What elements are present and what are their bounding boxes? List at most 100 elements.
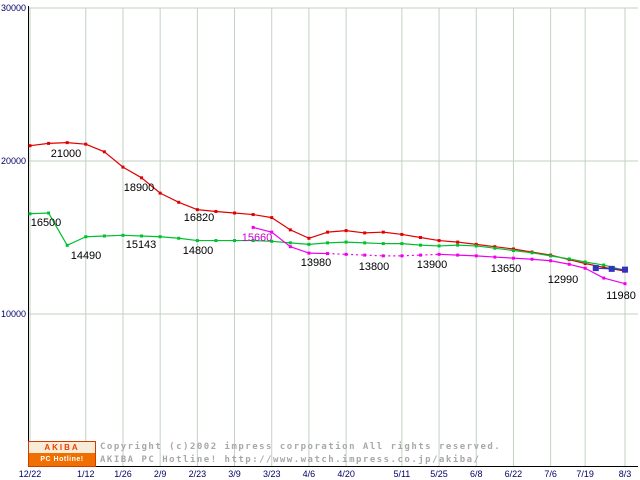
series-green-marker [195, 239, 199, 243]
series-magenta-marker [567, 262, 571, 266]
series-green-segment [550, 255, 570, 260]
series-red-marker [456, 240, 460, 244]
series-magenta-segment [457, 254, 477, 257]
series-green-marker [307, 242, 311, 246]
series-red-marker [121, 165, 125, 169]
series-green-segment [327, 241, 347, 244]
series-red-segment [197, 209, 216, 213]
series-red-marker [474, 242, 478, 246]
point-label: 12990 [548, 274, 579, 286]
series-green-marker [363, 241, 367, 245]
series-blue-marker [592, 265, 599, 272]
series-red-marker [28, 144, 32, 148]
x-tick-label: 1/26 [114, 469, 132, 479]
series-blue-marker [622, 266, 628, 273]
series-green-marker [214, 239, 218, 243]
series-green-marker [530, 251, 534, 255]
series-green-segment [346, 241, 365, 244]
series-red-segment [401, 233, 421, 239]
series-red-marker [177, 200, 181, 204]
series-magenta-segment [271, 231, 291, 248]
series-red-segment [141, 177, 161, 194]
series-magenta-segment [439, 253, 458, 256]
y-tick-label: 10000 [1, 309, 26, 319]
series-red-segment [494, 246, 514, 250]
series-red-segment [383, 231, 402, 236]
series-red-segment [122, 166, 142, 179]
series-red-segment [308, 231, 328, 239]
series-green-marker [177, 236, 181, 240]
series-magenta-segment [476, 255, 495, 258]
series-red-marker [288, 228, 292, 232]
x-tick-label: 5/11 [393, 469, 410, 479]
site-url-text: AKIBA PC Hotline! http://www.watch.impre… [100, 455, 481, 465]
series-green-segment [569, 258, 586, 263]
series-green-marker [233, 239, 237, 243]
series-green-segment [271, 240, 291, 244]
series-green-marker [47, 211, 51, 215]
series-red-segment [67, 142, 86, 145]
point-label: 13900 [417, 259, 448, 271]
series-green-marker [140, 234, 144, 238]
series-red-segment [234, 212, 254, 216]
series-red-marker [400, 232, 404, 236]
x-tick-label: 3/23 [263, 469, 281, 479]
point-label: 14800 [183, 245, 214, 257]
series-green-marker [251, 239, 255, 243]
series-green-marker [326, 241, 329, 245]
series-magenta-marker [602, 276, 606, 280]
series-magenta-segment [290, 246, 310, 254]
series-green-segment [141, 235, 161, 238]
series-magenta-segment [513, 257, 533, 260]
x-tick-label: 6/8 [470, 469, 483, 479]
x-tick-label: 6/22 [505, 469, 523, 479]
series-green-segment [585, 261, 604, 266]
series-red-segment [476, 243, 495, 248]
series-green-segment [66, 236, 87, 246]
series-magenta-marker [474, 254, 478, 258]
series-green-segment [85, 235, 105, 238]
series-red-marker [511, 247, 515, 251]
series-red-segment [531, 251, 551, 256]
series-magenta-marker [288, 245, 292, 249]
x-tick-label: 4/20 [337, 469, 355, 479]
series-green-segment [401, 243, 421, 246]
series-green-segment [457, 244, 477, 247]
series-green-marker [418, 243, 422, 247]
series-green-segment [513, 249, 533, 254]
series-green-marker [493, 246, 497, 250]
series-red-segment [439, 239, 458, 243]
series-green-segment [29, 212, 49, 215]
series-green-marker [84, 235, 88, 239]
series-red-segment [420, 236, 440, 242]
series-red-segment [103, 151, 124, 168]
x-tick-label: 1/12 [77, 469, 95, 479]
point-label: 13800 [359, 261, 390, 273]
series-green-marker [344, 240, 348, 244]
point-label: 15660 [242, 232, 273, 244]
point-label: 21000 [51, 148, 82, 160]
series-green-segment [290, 242, 309, 245]
series-red-segment [29, 142, 49, 147]
logo-pc-hotline-text: PC Hotline! [29, 453, 95, 466]
copyright-text: Copyright (c)2002 impress corporation Al… [100, 442, 502, 452]
series-magenta-marker [326, 252, 329, 256]
series-magenta-marker [418, 253, 422, 257]
series-green-marker [474, 244, 478, 248]
point-label: 15143 [126, 239, 157, 251]
series-magenta-segment [346, 253, 365, 256]
series-red-marker [65, 141, 69, 145]
series-green-segment [160, 236, 179, 239]
series-green-segment [531, 252, 551, 257]
series-magenta-segment [603, 277, 626, 285]
series-magenta-segment [494, 256, 514, 259]
series-green-segment [308, 242, 328, 245]
series-magenta-segment [420, 253, 440, 256]
series-magenta-marker [270, 230, 274, 234]
series-red-marker [437, 239, 441, 243]
series-magenta-marker [549, 259, 553, 263]
series-magenta-marker [623, 282, 627, 286]
series-magenta-marker [307, 251, 311, 255]
x-tick-label: 2/23 [189, 469, 207, 479]
